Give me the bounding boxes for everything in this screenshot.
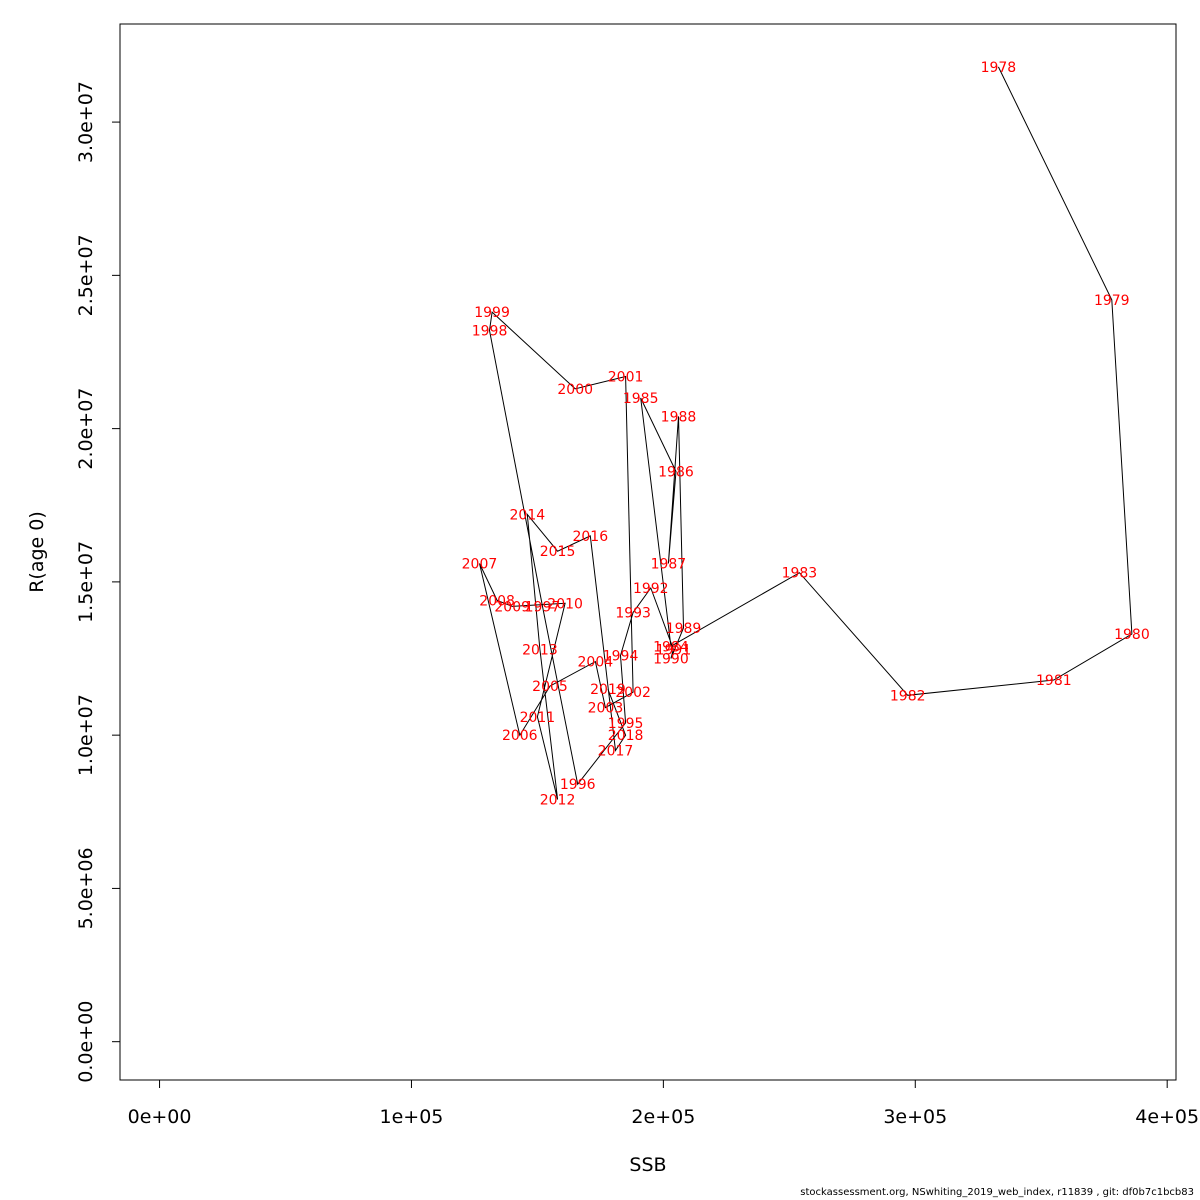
year-label-1984: 1984 [653, 639, 689, 655]
year-label-1985: 1985 [623, 391, 659, 407]
year-label-2017: 2017 [598, 743, 634, 759]
year-label-1978: 1978 [981, 60, 1017, 76]
year-label-2005: 2005 [532, 679, 568, 695]
year-label-2013: 2013 [522, 642, 558, 658]
year-label-1993: 1993 [615, 606, 651, 622]
year-label-2010: 2010 [547, 596, 583, 612]
x-tick-label: 0e+00 [128, 1106, 192, 1128]
year-labels: 1978 1979 1980 1981 1982 1983 1984 1985 1986 1987… [462, 60, 1150, 809]
x-tick-label: 3e+05 [883, 1106, 947, 1128]
year-label-2014: 2014 [510, 507, 546, 523]
year-label-2019: 2019 [590, 682, 626, 698]
year-label-1979: 1979 [1094, 293, 1130, 309]
y-tick-label: 0.0e+00 [75, 1001, 97, 1083]
year-label-2004: 2004 [578, 655, 614, 671]
x-tick-label: 4e+05 [1135, 1106, 1199, 1128]
footer-credit: stockassessment.org, NSwhiting_2019_web_… [800, 1187, 1194, 1198]
year-label-2018: 2018 [608, 728, 644, 744]
year-label-1998: 1998 [472, 324, 508, 340]
year-label-2003: 2003 [588, 701, 624, 717]
year-label-2012: 2012 [540, 793, 576, 809]
year-label-2016: 2016 [572, 529, 608, 545]
y-tick-label: 1.0e+07 [75, 694, 97, 776]
year-label-1980: 1980 [1114, 627, 1150, 643]
plot-frame [119, 23, 1177, 1081]
x-tick-label: 1e+05 [380, 1106, 444, 1128]
year-label-2002: 2002 [615, 685, 651, 701]
year-label-2001: 2001 [608, 370, 644, 386]
year-label-2000: 2000 [557, 382, 593, 398]
year-label-2007: 2007 [462, 556, 498, 572]
y-tick-label: 3.0e+07 [75, 81, 97, 163]
y-tick-label: 1.5e+07 [75, 541, 97, 623]
year-label-2006: 2006 [502, 728, 538, 744]
year-label-2015: 2015 [540, 544, 576, 560]
y-axis: 0.0e+00 5.0e+06 1.0e+07 1.5e+07 2.0e+07 2.5e+… [75, 81, 121, 1083]
year-label-1986: 1986 [658, 465, 694, 481]
y-tick-label: 5.0e+06 [75, 847, 97, 929]
y-tick-label: 2.5e+07 [75, 234, 97, 316]
year-label-1983: 1983 [782, 566, 818, 582]
year-label-1992: 1992 [633, 581, 669, 597]
year-label-1990: 1990 [653, 652, 689, 668]
year-label-1996: 1996 [560, 777, 596, 793]
year-label-2011: 2011 [520, 710, 556, 726]
year-label-1991: 1991 [656, 642, 692, 658]
y-tick-label: 2.0e+07 [75, 388, 97, 470]
year-label-1982: 1982 [890, 688, 926, 704]
year-label-2009: 2009 [494, 599, 530, 615]
y-axis-title: R(age 0) [26, 511, 48, 593]
x-tick-label: 2e+05 [631, 1106, 695, 1128]
x-axis-title: SSB [629, 1154, 666, 1176]
year-label-1994: 1994 [603, 648, 639, 664]
year-label-2008: 2008 [479, 593, 515, 609]
year-label-1997: 1997 [525, 599, 561, 615]
year-label-1981: 1981 [1036, 673, 1072, 689]
year-label-1988: 1988 [661, 409, 697, 425]
year-label-1987: 1987 [651, 556, 687, 572]
recruitment-trajectory-line [479, 66, 1133, 800]
year-label-1999: 1999 [474, 305, 510, 321]
year-label-1989: 1989 [666, 621, 702, 637]
x-axis: 0e+00 1e+05 2e+05 3e+05 4e+05 [128, 1079, 1199, 1128]
year-label-1995: 1995 [608, 716, 644, 732]
